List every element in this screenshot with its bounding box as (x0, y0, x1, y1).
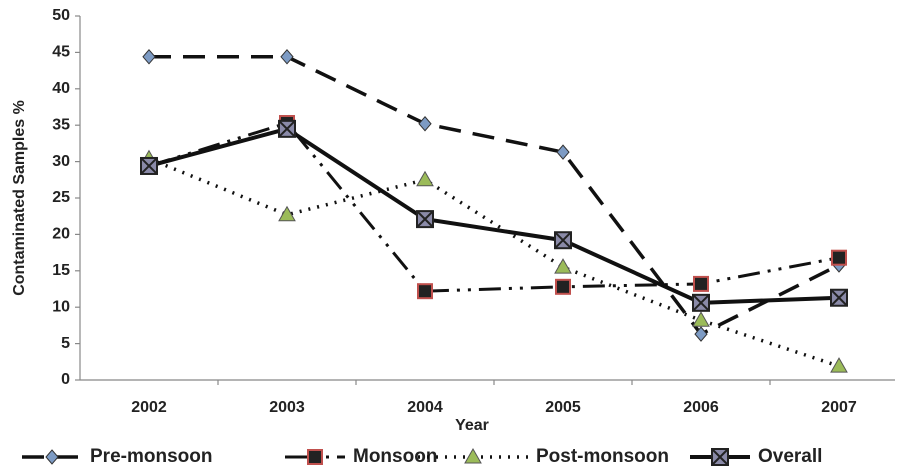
legend-label: Overall (758, 446, 822, 467)
marker (142, 48, 156, 65)
marker (556, 144, 570, 160)
legend-label: Monsoon (353, 446, 437, 467)
cross (554, 231, 572, 249)
marker (830, 288, 848, 307)
diamond (280, 48, 294, 65)
marker (417, 283, 433, 300)
y-tick-label: 40 (52, 80, 70, 97)
square (555, 278, 571, 295)
y-axis-label: Contaminated Samples % (11, 100, 28, 296)
triangle (554, 258, 572, 274)
cross (278, 120, 296, 138)
diamond (142, 48, 156, 65)
marker (555, 278, 571, 295)
marker (278, 205, 296, 222)
cross (416, 210, 434, 228)
diamond (418, 115, 432, 132)
marker (416, 170, 434, 187)
y-tick-label: 45 (52, 44, 70, 61)
marker (692, 311, 710, 327)
square (693, 275, 709, 292)
triangle (416, 170, 434, 187)
cross (711, 448, 729, 466)
y-tick-label: 15 (52, 262, 70, 279)
triangle (464, 447, 482, 464)
series-line (148, 126, 840, 305)
x-tick-label: 2003 (269, 399, 305, 416)
marker (280, 48, 294, 65)
marker (711, 448, 729, 466)
triangle (830, 357, 848, 373)
y-tick-label: 30 (52, 153, 70, 170)
series-line (149, 55, 840, 337)
y-tick-label: 50 (52, 7, 70, 24)
diamond (45, 449, 59, 465)
triangle (278, 205, 296, 222)
cross (692, 294, 710, 312)
marker (554, 258, 572, 274)
marker (140, 156, 158, 175)
series-line (148, 121, 840, 293)
marker (45, 449, 59, 465)
marker (831, 249, 847, 266)
y-tick-label: 35 (52, 116, 70, 133)
marker (278, 119, 296, 138)
x-tick-label: 2002 (131, 399, 167, 416)
x-tick-label: 2005 (545, 399, 581, 416)
x-tick-label: 2006 (683, 399, 719, 416)
x-tick-label: 2007 (821, 399, 857, 416)
square (417, 283, 433, 300)
marker (694, 326, 708, 342)
marker (554, 231, 572, 250)
marker (830, 357, 848, 373)
marker (693, 275, 709, 292)
marker (692, 293, 710, 312)
y-tick-label: 5 (61, 335, 70, 352)
x-tick-label: 2004 (407, 399, 443, 416)
diamond (556, 144, 570, 160)
cross (830, 289, 848, 307)
y-tick-label: 10 (52, 298, 70, 315)
series-line (148, 157, 840, 368)
marker (418, 115, 432, 132)
triangle (692, 311, 710, 327)
marker (416, 210, 434, 229)
y-tick-label: 25 (52, 189, 70, 206)
square (307, 449, 323, 465)
cross (140, 157, 158, 175)
marker (464, 447, 482, 464)
y-tick-label: 0 (61, 371, 70, 388)
legend-label: Pre-monsoon (90, 446, 212, 467)
x-axis-label: Year (455, 417, 489, 434)
y-tick-label: 20 (52, 226, 70, 243)
marker (307, 449, 323, 465)
diamond (694, 326, 708, 342)
square (831, 249, 847, 266)
legend-label: Post-monsoon (536, 446, 669, 467)
